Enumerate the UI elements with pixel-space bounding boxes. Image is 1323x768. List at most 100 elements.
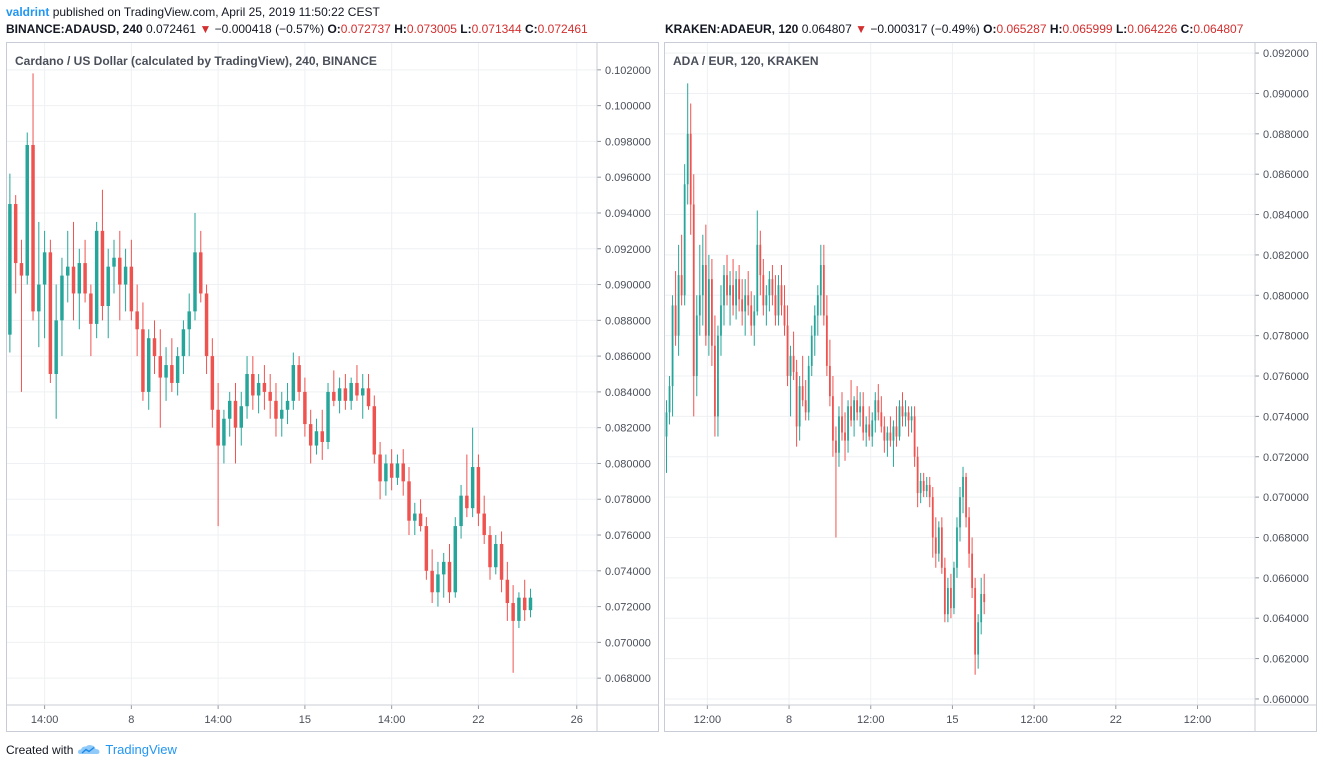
candle	[804, 380, 807, 421]
candle	[413, 502, 417, 536]
time-label: 26	[571, 714, 583, 726]
candle-body	[804, 400, 807, 413]
candle-body	[141, 329, 145, 392]
candle-body	[378, 454, 382, 482]
chart-panel-right[interactable]: 0.060000 0.062000 0.064000 0.066000 0.068000…	[664, 42, 1317, 732]
author-link[interactable]: valdrint	[6, 5, 50, 19]
candle	[959, 487, 961, 542]
candle-body	[780, 285, 783, 306]
tradingview-brand[interactable]: TradingView	[105, 742, 177, 757]
candle-body	[683, 184, 686, 296]
candle	[118, 230, 122, 321]
candle-body	[152, 338, 157, 357]
candle	[841, 392, 843, 441]
candle-body	[738, 279, 741, 300]
price-label: 0.082000	[605, 423, 651, 435]
candle	[871, 412, 874, 447]
time-label: 14:00	[204, 714, 232, 726]
candle-body	[680, 275, 683, 296]
candle	[251, 356, 255, 410]
candle-body	[13, 204, 18, 264]
candle	[505, 561, 510, 621]
candle	[859, 392, 862, 427]
candle	[453, 517, 458, 598]
candle	[907, 406, 910, 437]
close-label: C:	[1180, 22, 1194, 36]
price-label: 0.102000	[605, 65, 651, 77]
price-label: 0.090000	[605, 280, 651, 292]
candle	[71, 221, 76, 321]
candle-body	[395, 463, 400, 478]
candle-body	[762, 275, 765, 306]
candle-body	[904, 412, 907, 417]
candle-body	[320, 431, 324, 442]
candle	[750, 291, 753, 336]
candle	[747, 271, 750, 316]
price-label: 0.072000	[605, 602, 651, 614]
candle	[465, 454, 469, 518]
candle-body	[925, 485, 928, 492]
candle	[407, 467, 411, 536]
candle-body	[430, 570, 434, 593]
down-arrow-icon: ▼	[855, 22, 867, 36]
chart-title: ADA / EUR, 120, KRAKEN	[673, 54, 819, 68]
candle-body	[916, 456, 919, 494]
symbol-label[interactable]: KRAKEN:ADAEUR, 120	[665, 22, 799, 36]
candle-body	[874, 400, 877, 421]
candle	[807, 355, 810, 421]
candle-body	[889, 432, 892, 441]
candle-body	[847, 406, 849, 441]
candle	[886, 426, 889, 457]
candle	[768, 271, 771, 312]
candlestick-chart-left[interactable]: 0.068000 0.070000 0.072000 0.074000 0.076000…	[7, 43, 658, 731]
candle	[25, 132, 29, 285]
candle-body	[865, 424, 868, 433]
price-label: 0.074000	[1263, 411, 1309, 423]
publish-info: valdrint published on TradingView.com, A…	[6, 5, 380, 19]
time-label: 22	[472, 714, 484, 726]
candle	[19, 239, 24, 392]
candle	[689, 103, 692, 235]
candle	[901, 392, 904, 427]
candle	[741, 279, 744, 326]
candle	[844, 412, 846, 461]
candle-body	[883, 426, 886, 441]
candle-body	[962, 476, 964, 498]
chart-panel-left[interactable]: 0.068000 0.070000 0.072000 0.074000 0.076000…	[6, 42, 659, 732]
candle-body	[123, 266, 128, 285]
candle	[499, 531, 504, 593]
price-label: 0.086000	[605, 351, 651, 363]
candle	[847, 400, 849, 453]
time-label: 8	[128, 714, 134, 726]
candle-body	[956, 527, 958, 568]
candle	[780, 265, 783, 316]
candle-body	[262, 382, 267, 392]
candle	[720, 285, 722, 356]
footer: Created with TradingView	[6, 742, 177, 757]
candle-body	[285, 400, 290, 410]
candle	[977, 614, 980, 669]
candle	[187, 293, 191, 357]
candle	[753, 295, 756, 346]
candle-body	[813, 315, 816, 336]
candle-body	[828, 365, 831, 397]
candle	[522, 579, 527, 621]
candle	[488, 526, 492, 580]
candle	[170, 338, 174, 392]
candle	[838, 406, 840, 467]
candle-body	[77, 263, 82, 294]
price-label: 0.066000	[1263, 573, 1309, 585]
candle-body	[268, 391, 272, 401]
candle	[895, 406, 898, 447]
candle-body	[488, 535, 492, 568]
candle-body	[308, 424, 313, 446]
symbol-label[interactable]: BINANCE:ADAUSD, 240	[6, 22, 143, 36]
candle-body	[222, 418, 226, 446]
price-label: 0.060000	[1263, 694, 1309, 706]
price-label: 0.088000	[1263, 129, 1309, 141]
candle	[835, 426, 837, 538]
candle	[683, 164, 686, 306]
candlestick-chart-right[interactable]: 0.060000 0.062000 0.064000 0.066000 0.068000…	[665, 43, 1316, 731]
candle-body	[822, 265, 825, 316]
candle	[129, 239, 134, 321]
